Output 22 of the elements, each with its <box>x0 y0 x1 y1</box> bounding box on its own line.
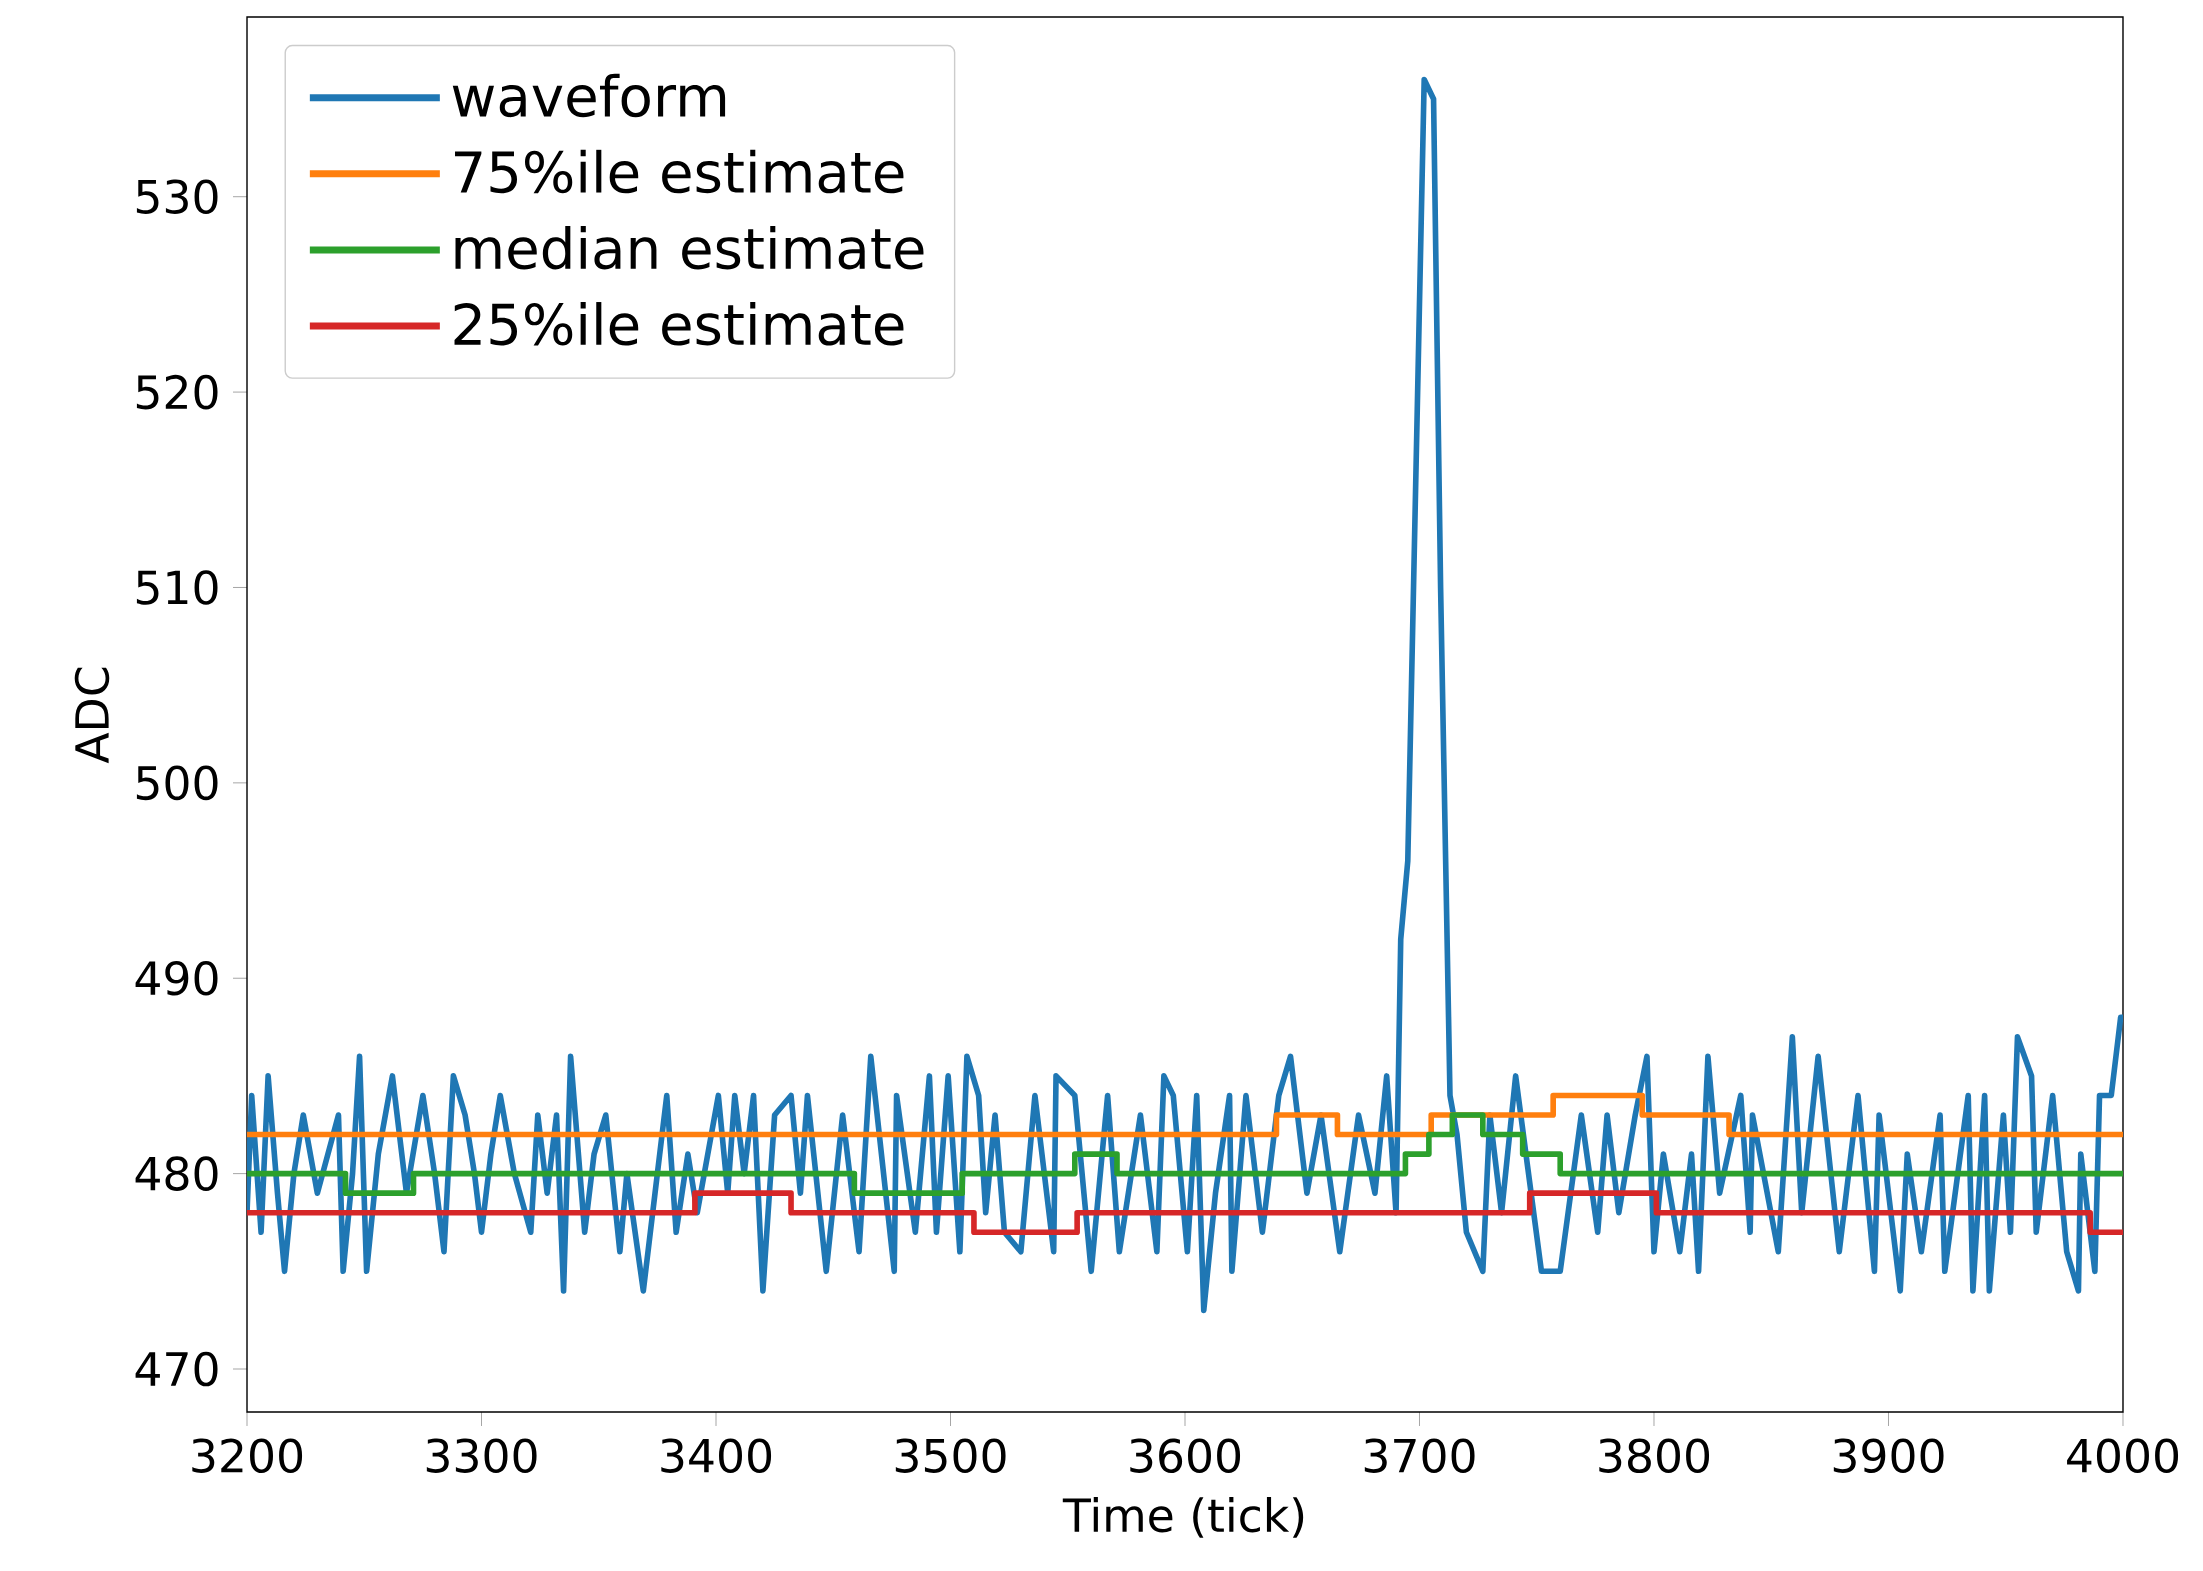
x-tick-label: 4000 <box>2067 1438 2179 1473</box>
x-tick-label: 3700 <box>1364 1438 1475 1473</box>
y-tick-label: 490 <box>135 960 218 996</box>
y-tick-label: 530 <box>136 179 218 215</box>
x-tick-label: 3500 <box>895 1438 1006 1473</box>
legend-label: 25%ile estimate <box>454 302 904 346</box>
x-tick-label: 3900 <box>1833 1438 1944 1473</box>
y-tick-label: 520 <box>136 374 218 410</box>
y-axis-title: ADC <box>74 667 110 764</box>
legend-label: median estimate <box>455 225 924 270</box>
x-tick-label: 3300 <box>426 1438 537 1473</box>
y-tick-label: 480 <box>135 1156 218 1191</box>
y-tick-label: 470 <box>135 1351 218 1387</box>
y-tick-label: 500 <box>136 765 218 801</box>
x-tick-label: 3800 <box>1599 1438 1710 1473</box>
x-axis-title: Time (tick) <box>1062 1497 1304 1538</box>
x-tick-label: 3600 <box>1130 1438 1241 1473</box>
x-tick-label: 3400 <box>661 1438 772 1473</box>
legend-label: 75%ile estimate <box>455 149 904 194</box>
legend-label: waveform <box>452 73 726 118</box>
x-tick-label: 3200 <box>192 1438 303 1473</box>
y-tick-label: 510 <box>136 570 218 605</box>
